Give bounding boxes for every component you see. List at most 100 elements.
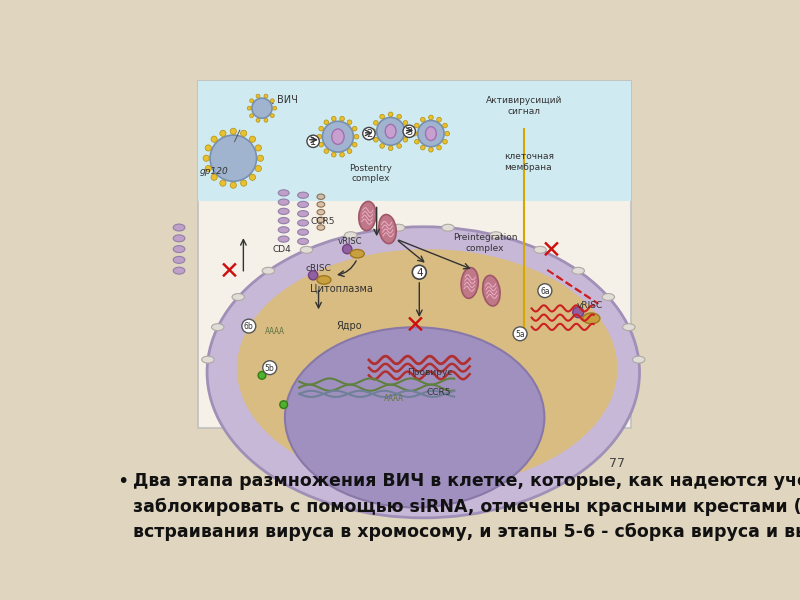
Circle shape — [317, 134, 322, 139]
Circle shape — [347, 149, 352, 154]
Ellipse shape — [534, 247, 546, 253]
Circle shape — [538, 284, 552, 298]
Ellipse shape — [317, 202, 325, 207]
Ellipse shape — [285, 327, 544, 508]
Circle shape — [412, 131, 417, 136]
Ellipse shape — [211, 323, 224, 331]
Ellipse shape — [278, 208, 289, 214]
Circle shape — [331, 116, 336, 121]
Circle shape — [374, 137, 378, 142]
Ellipse shape — [583, 313, 600, 324]
Circle shape — [352, 142, 357, 147]
Text: •: • — [118, 472, 129, 491]
Circle shape — [220, 130, 226, 136]
Ellipse shape — [300, 247, 313, 253]
Text: AAAA: AAAA — [264, 327, 284, 336]
Circle shape — [258, 155, 263, 161]
Circle shape — [397, 115, 402, 119]
Circle shape — [421, 117, 425, 122]
Ellipse shape — [174, 224, 185, 231]
Circle shape — [258, 371, 266, 379]
Text: gp120: gp120 — [199, 167, 228, 176]
Circle shape — [403, 125, 415, 137]
Bar — [198, 81, 631, 428]
Circle shape — [397, 143, 402, 148]
Circle shape — [403, 137, 408, 142]
Text: CD4: CD4 — [273, 245, 291, 254]
Ellipse shape — [174, 245, 185, 253]
Circle shape — [403, 121, 408, 125]
Ellipse shape — [298, 211, 309, 217]
Circle shape — [324, 149, 329, 154]
Text: клеточная
мембрана: клеточная мембрана — [505, 152, 554, 172]
Circle shape — [352, 127, 357, 131]
Text: ✕: ✕ — [405, 314, 426, 338]
Circle shape — [247, 106, 251, 110]
Circle shape — [250, 136, 255, 142]
Circle shape — [250, 114, 254, 118]
Ellipse shape — [633, 356, 645, 363]
Text: 5a: 5a — [515, 329, 525, 338]
Text: CCR5: CCR5 — [426, 388, 451, 397]
Ellipse shape — [174, 235, 185, 242]
Ellipse shape — [298, 229, 309, 235]
Circle shape — [264, 118, 268, 122]
Circle shape — [342, 244, 352, 254]
Ellipse shape — [482, 275, 500, 306]
Circle shape — [319, 142, 323, 147]
Ellipse shape — [442, 224, 454, 231]
Ellipse shape — [379, 215, 396, 244]
Ellipse shape — [278, 190, 289, 196]
Circle shape — [262, 361, 277, 374]
Circle shape — [324, 120, 329, 125]
Text: 5b: 5b — [265, 364, 274, 373]
Circle shape — [203, 155, 210, 161]
Ellipse shape — [298, 202, 309, 208]
Circle shape — [340, 116, 344, 121]
Text: Провирус: Провирус — [406, 368, 452, 377]
Circle shape — [374, 121, 378, 125]
Ellipse shape — [317, 194, 325, 199]
Ellipse shape — [317, 217, 325, 223]
Circle shape — [255, 166, 262, 172]
Ellipse shape — [461, 268, 478, 298]
Circle shape — [414, 123, 419, 128]
Text: CCR5: CCR5 — [310, 217, 334, 226]
Ellipse shape — [350, 250, 364, 258]
Circle shape — [331, 152, 336, 157]
Circle shape — [406, 129, 410, 134]
Circle shape — [255, 145, 262, 151]
Text: 6b: 6b — [244, 322, 254, 331]
Text: 6a: 6a — [540, 287, 550, 296]
Circle shape — [307, 135, 319, 148]
Ellipse shape — [358, 202, 376, 230]
Circle shape — [205, 166, 211, 172]
Text: 4: 4 — [416, 268, 422, 278]
Circle shape — [377, 118, 405, 145]
Circle shape — [250, 174, 255, 181]
Ellipse shape — [278, 236, 289, 242]
Ellipse shape — [207, 227, 639, 518]
Text: cRISC: cRISC — [306, 263, 331, 272]
Circle shape — [273, 106, 277, 110]
Circle shape — [241, 180, 246, 186]
Ellipse shape — [202, 356, 214, 363]
Circle shape — [250, 99, 254, 103]
Circle shape — [437, 145, 442, 150]
Circle shape — [388, 146, 393, 151]
Circle shape — [205, 145, 211, 151]
Ellipse shape — [298, 192, 309, 198]
Circle shape — [412, 265, 426, 279]
Text: Ядро: Ядро — [337, 321, 362, 331]
Circle shape — [380, 143, 385, 148]
Text: vRISC: vRISC — [338, 238, 362, 247]
Text: AAAA: AAAA — [384, 394, 404, 403]
Text: 77: 77 — [609, 457, 625, 470]
Ellipse shape — [237, 249, 618, 488]
Ellipse shape — [174, 267, 185, 274]
Text: Активирусищий
сигнал: Активирусищий сигнал — [486, 96, 562, 116]
Ellipse shape — [262, 268, 274, 274]
Circle shape — [242, 319, 256, 333]
Circle shape — [354, 134, 359, 139]
Circle shape — [210, 135, 257, 181]
